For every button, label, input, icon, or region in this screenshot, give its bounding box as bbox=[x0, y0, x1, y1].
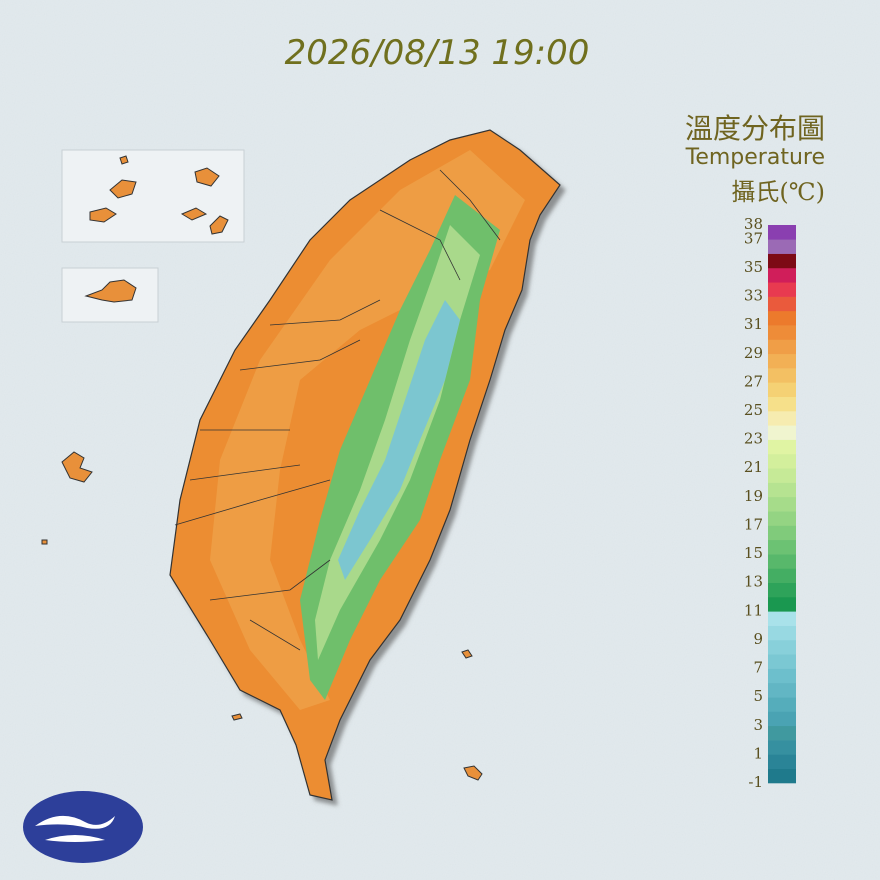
legend-swatch bbox=[768, 768, 796, 784]
legend-tick-label: 5 bbox=[753, 687, 763, 705]
logo-mark bbox=[35, 815, 115, 842]
legend-tick-label: 9 bbox=[753, 630, 763, 648]
legend-tick-label: 21 bbox=[744, 458, 763, 476]
legend-tick-label: 13 bbox=[744, 573, 763, 591]
islands bbox=[41, 155, 483, 781]
legend-swatch bbox=[768, 725, 796, 741]
mountain bbox=[338, 300, 460, 580]
legend-swatch bbox=[768, 468, 796, 483]
legend-swatch bbox=[768, 682, 796, 698]
legend-swatch bbox=[768, 396, 796, 412]
legend-swatch bbox=[768, 239, 796, 254]
legend-tick-label: -1 bbox=[748, 773, 763, 791]
legend-tick-label: 29 bbox=[744, 344, 763, 362]
legend-subtitle: Temperature bbox=[685, 145, 825, 170]
legend-tick-label: 7 bbox=[753, 659, 763, 677]
legend-tick-label: 19 bbox=[744, 487, 763, 505]
legend-swatch bbox=[768, 668, 796, 684]
legend-swatch bbox=[768, 296, 796, 312]
legend-tick-label: 38 bbox=[744, 215, 763, 233]
legend-swatch bbox=[768, 697, 796, 712]
legend-tick-label: 17 bbox=[744, 515, 763, 533]
timestamp: 2026/08/13 19:00 bbox=[285, 33, 590, 73]
legend-swatch bbox=[768, 282, 796, 297]
legend-tick-label: 27 bbox=[744, 372, 763, 390]
legend-tick-label: 31 bbox=[744, 315, 763, 333]
legend-swatch bbox=[768, 382, 796, 397]
legend-swatch bbox=[768, 568, 796, 583]
legend-tick-label: 23 bbox=[744, 430, 763, 448]
legend-swatch bbox=[768, 625, 796, 641]
legend-swatch bbox=[768, 611, 796, 626]
legend-swatch bbox=[768, 511, 796, 526]
legend-swatch bbox=[768, 267, 796, 283]
legend-tick-label: 35 bbox=[744, 258, 763, 276]
legend-tick-label: 11 bbox=[744, 601, 763, 619]
legend-tick-label: 15 bbox=[744, 544, 763, 562]
legend-swatch bbox=[768, 353, 796, 369]
legend-swatch bbox=[768, 711, 796, 727]
legend-swatch bbox=[768, 411, 796, 426]
legend-swatch bbox=[768, 339, 796, 355]
legend-swatch bbox=[768, 325, 796, 340]
legend-swatch bbox=[768, 439, 796, 455]
legend-swatch bbox=[768, 425, 796, 440]
legend-swatch bbox=[768, 525, 796, 541]
legend-swatch bbox=[768, 253, 796, 269]
legend-swatch bbox=[768, 482, 796, 498]
legend-tick-label: 3 bbox=[753, 716, 763, 734]
legend-swatch bbox=[768, 453, 796, 469]
legend-swatch bbox=[768, 539, 796, 555]
legend-swatch bbox=[768, 597, 796, 612]
legend-swatch bbox=[768, 310, 796, 326]
legend-tick-label: 1 bbox=[753, 744, 763, 762]
legend-swatch bbox=[768, 368, 796, 383]
legend-tick-label: 33 bbox=[744, 287, 763, 305]
legend-unit: 攝氏(℃) bbox=[731, 178, 825, 206]
borders bbox=[174, 169, 501, 651]
legend-tick-label: 37 bbox=[744, 229, 763, 247]
legend-swatch bbox=[768, 740, 796, 755]
legend-title: 溫度分布圖 bbox=[685, 112, 825, 145]
legend-swatch bbox=[768, 639, 796, 655]
legend-swatch bbox=[768, 496, 796, 512]
legend-swatch bbox=[768, 225, 796, 240]
legend-swatch bbox=[768, 654, 796, 669]
legend-swatch bbox=[768, 554, 796, 569]
legend-tick-label: 25 bbox=[744, 401, 763, 419]
legend-swatch bbox=[768, 582, 796, 598]
legend-swatch bbox=[768, 754, 796, 769]
